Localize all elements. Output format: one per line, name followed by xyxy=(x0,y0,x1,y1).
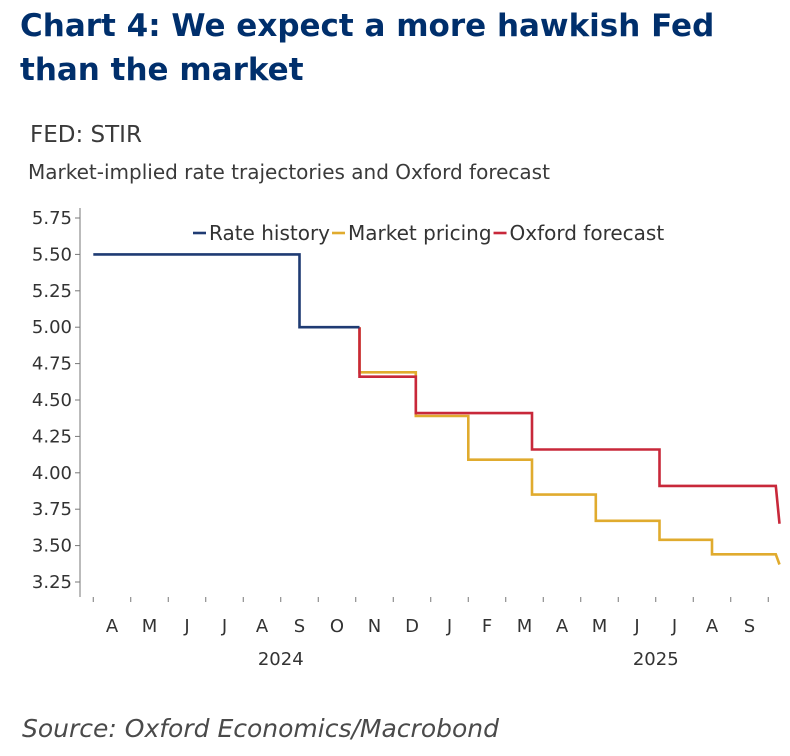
y-tick-label: 4.00 xyxy=(32,463,72,484)
series-line-oxford-forecast xyxy=(358,327,781,524)
x-tick-label: M xyxy=(592,616,608,637)
legend-label: Rate history xyxy=(209,221,330,245)
x-tick-label: S xyxy=(744,616,755,637)
x-tick-label: A xyxy=(706,616,719,637)
x-tick-label: J xyxy=(633,616,639,637)
x-tick-label: J xyxy=(183,616,189,637)
x-tick-label: M xyxy=(142,616,158,637)
x-tick-label: M xyxy=(517,616,533,637)
series-line-market-pricing xyxy=(358,327,781,565)
y-tick-label: 5.50 xyxy=(32,244,72,265)
x-tick-label: J xyxy=(221,616,227,637)
headline: Chart 4: We expect a more hawkish Fed th… xyxy=(20,8,715,88)
y-tick-label: 3.75 xyxy=(32,499,72,520)
chart-subtitle: Market-implied rate trajectories and Oxf… xyxy=(28,160,550,184)
x-tick-label: J xyxy=(671,616,677,637)
chart-series-layer xyxy=(93,253,781,565)
chart-plot: 5.75 5.50 5.25 5.00 4.75 4.50 4.25 4.00 3.75 3.50… xyxy=(32,208,781,670)
y-tick-label: 5.75 xyxy=(32,208,72,229)
y-tick-label: 3.50 xyxy=(32,536,72,557)
x-tick-label: J xyxy=(446,616,452,637)
y-tick-label: 3.25 xyxy=(32,572,72,593)
x-tick-label: F xyxy=(482,616,492,637)
source-note: Source: Oxford Economics/Macrobond xyxy=(22,714,500,743)
y-tick-label: 4.75 xyxy=(32,354,72,375)
y-tick-label: 4.25 xyxy=(32,426,72,447)
x-tick-label: A xyxy=(106,616,119,637)
x-tick-label: S xyxy=(294,616,305,637)
y-tick-label: 5.25 xyxy=(32,281,72,302)
x-tick-label: A xyxy=(256,616,269,637)
y-tick-label: 4.50 xyxy=(32,390,72,411)
y-tick-label: 5.00 xyxy=(32,317,72,338)
legend-label: Market pricing xyxy=(348,221,492,245)
chart-title: FED: STIR xyxy=(30,122,142,148)
chart-legend: Rate history Market pricing Oxford forecas… xyxy=(193,221,664,245)
chart-axes: 5.75 5.50 5.25 5.00 4.75 4.50 4.25 4.00 3.75 3.50… xyxy=(32,208,769,670)
x-tick-label: O xyxy=(330,616,344,637)
x-year-label: 2024 xyxy=(258,649,304,670)
x-tick-label: N xyxy=(368,616,381,637)
x-year-label: 2025 xyxy=(633,649,679,670)
series-line-rate-history xyxy=(93,253,360,329)
legend-label: Oxford forecast xyxy=(510,221,665,245)
x-tick-label: A xyxy=(556,616,569,637)
x-tick-label: D xyxy=(405,616,419,637)
